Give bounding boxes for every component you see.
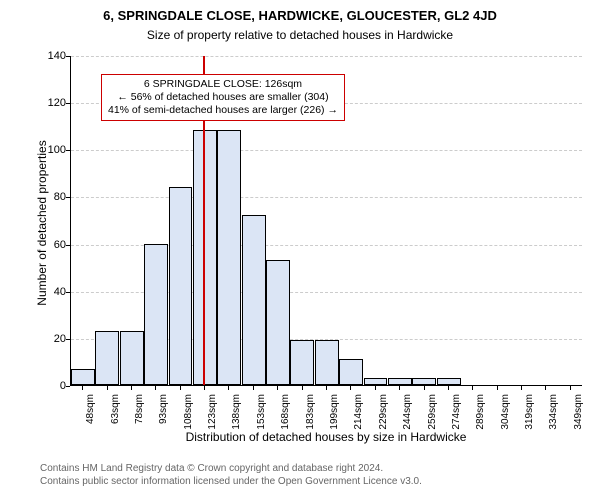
- annotation-box: 6 SPRINGDALE CLOSE: 126sqm ← 56% of deta…: [101, 74, 345, 121]
- x-tick-mark: [204, 386, 205, 390]
- histogram-bar: [217, 130, 241, 385]
- histogram-bar: [144, 244, 168, 385]
- annotation-line3: 41% of semi-detached houses are larger (…: [108, 104, 338, 117]
- histogram-bar: [95, 331, 119, 385]
- x-tick-mark: [131, 386, 132, 390]
- x-tick-label: 138sqm: [231, 394, 242, 430]
- chart-area: Number of detached properties 0204060801…: [52, 56, 582, 426]
- x-tick-label: 229sqm: [378, 394, 389, 430]
- x-tick-mark: [155, 386, 156, 390]
- x-tick-label: 304sqm: [500, 394, 511, 430]
- x-tick-mark: [228, 386, 229, 390]
- x-tick-mark: [253, 386, 254, 390]
- y-tick-label: 80: [36, 191, 66, 203]
- y-tick-label: 140: [36, 50, 66, 62]
- y-tick-mark: [66, 386, 70, 387]
- chart-title-main: 6, SPRINGDALE CLOSE, HARDWICKE, GLOUCEST…: [0, 8, 600, 23]
- x-tick-mark: [107, 386, 108, 390]
- histogram-bar: [120, 331, 144, 385]
- x-tick-label: 319sqm: [524, 394, 535, 430]
- x-tick-label: 259sqm: [427, 394, 438, 430]
- y-tick-label: 60: [36, 239, 66, 251]
- x-tick-label: 274sqm: [451, 394, 462, 430]
- y-tick-label: 0: [36, 380, 66, 392]
- x-tick-label: 349sqm: [573, 394, 584, 430]
- x-tick-mark: [326, 386, 327, 390]
- histogram-bar: [437, 378, 461, 385]
- x-tick-mark: [180, 386, 181, 390]
- histogram-bar: [339, 359, 363, 385]
- x-tick-mark: [545, 386, 546, 390]
- x-axis-label: Distribution of detached houses by size …: [70, 430, 582, 444]
- histogram-bar: [364, 378, 388, 385]
- histogram-bar: [315, 340, 339, 385]
- x-tick-mark: [472, 386, 473, 390]
- x-tick-mark: [302, 386, 303, 390]
- x-tick-label: 123sqm: [207, 394, 218, 430]
- x-tick-label: 93sqm: [158, 394, 169, 424]
- annotation-line1: 6 SPRINGDALE CLOSE: 126sqm: [108, 78, 338, 91]
- x-tick-label: 168sqm: [280, 394, 291, 430]
- x-tick-label: 214sqm: [353, 394, 364, 430]
- chart-title-sub: Size of property relative to detached ho…: [0, 28, 600, 42]
- y-tick-label: 20: [36, 333, 66, 345]
- x-tick-label: 183sqm: [305, 394, 316, 430]
- x-tick-label: 244sqm: [402, 394, 413, 430]
- histogram-bar: [71, 369, 95, 386]
- x-tick-mark: [424, 386, 425, 390]
- x-tick-mark: [570, 386, 571, 390]
- histogram-bar: [388, 378, 412, 385]
- x-tick-label: 153sqm: [256, 394, 267, 430]
- x-tick-mark: [521, 386, 522, 390]
- footer-attribution: Contains HM Land Registry data © Crown c…: [40, 462, 422, 488]
- x-tick-mark: [375, 386, 376, 390]
- grid-line: [71, 197, 582, 198]
- x-tick-mark: [448, 386, 449, 390]
- x-tick-label: 289sqm: [475, 394, 486, 430]
- x-tick-mark: [497, 386, 498, 390]
- histogram-bar: [242, 215, 266, 385]
- x-tick-label: 199sqm: [329, 394, 340, 430]
- x-tick-mark: [277, 386, 278, 390]
- histogram-bar: [290, 340, 314, 385]
- x-tick-mark: [350, 386, 351, 390]
- footer-line2: Contains public sector information licen…: [40, 475, 422, 488]
- x-tick-label: 48sqm: [85, 394, 96, 424]
- annotation-line2: ← 56% of detached houses are smaller (30…: [108, 91, 338, 104]
- plot-region: 6 SPRINGDALE CLOSE: 126sqm ← 56% of deta…: [70, 56, 582, 386]
- y-tick-label: 120: [36, 97, 66, 109]
- x-tick-label: 108sqm: [183, 394, 194, 430]
- grid-line: [71, 150, 582, 151]
- x-tick-mark: [82, 386, 83, 390]
- histogram-bar: [169, 187, 193, 385]
- x-tick-label: 63sqm: [110, 394, 121, 424]
- y-tick-label: 100: [36, 144, 66, 156]
- grid-line: [71, 56, 582, 57]
- histogram-bar: [412, 378, 436, 385]
- x-tick-label: 78sqm: [134, 394, 145, 424]
- x-tick-label: 334sqm: [548, 394, 559, 430]
- histogram-bar: [266, 260, 290, 385]
- footer-line1: Contains HM Land Registry data © Crown c…: [40, 462, 422, 475]
- y-tick-label: 40: [36, 286, 66, 298]
- x-tick-mark: [399, 386, 400, 390]
